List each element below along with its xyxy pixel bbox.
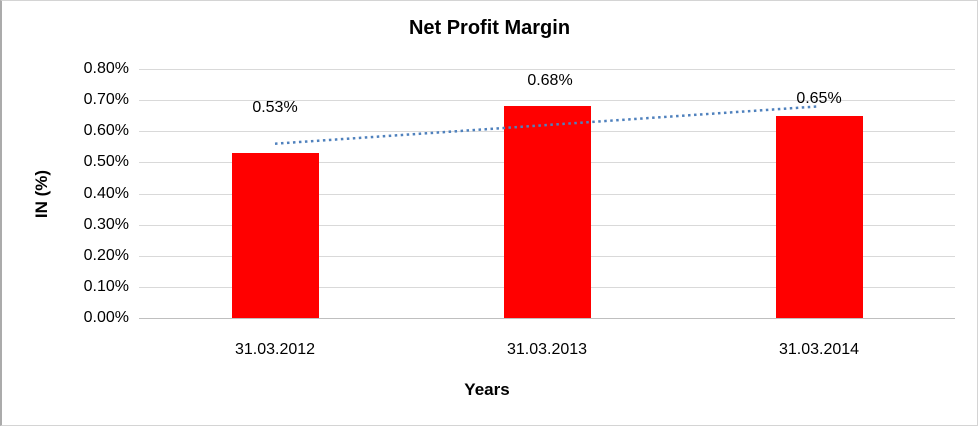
bar-value-label: 0.68% (527, 72, 573, 89)
bar-value-label: 0.53% (252, 99, 298, 116)
bar-31.03.2014 (776, 116, 863, 318)
y-tick-label: 0.50% (83, 153, 129, 170)
x-tick-label: 31.03.2013 (506, 341, 588, 358)
y-tick-label: 0.10% (83, 278, 129, 295)
bar-31.03.2013 (504, 106, 591, 318)
linear-trendline (274, 105, 820, 145)
y-tick-label: 0.80% (83, 60, 129, 77)
bar-31.03.2012 (232, 153, 319, 318)
bar-value-label: 0.65% (796, 90, 842, 107)
gridline (139, 100, 955, 101)
x-tick-label: 31.03.2014 (778, 341, 860, 358)
x-tick-label: 31.03.2012 (234, 341, 316, 358)
x-axis-title: Years (464, 380, 510, 399)
y-tick-label: 0.30% (83, 216, 129, 233)
y-tick-label: 0.00% (83, 309, 129, 326)
x-axis-line (139, 318, 955, 319)
chart-title: Net Profit Margin (408, 17, 571, 39)
gridline (139, 69, 955, 70)
y-tick-label: 0.40% (83, 185, 129, 202)
y-tick-label: 0.70% (83, 91, 129, 108)
y-tick-label: 0.20% (83, 247, 129, 264)
y-tick-label: 0.60% (83, 122, 129, 139)
